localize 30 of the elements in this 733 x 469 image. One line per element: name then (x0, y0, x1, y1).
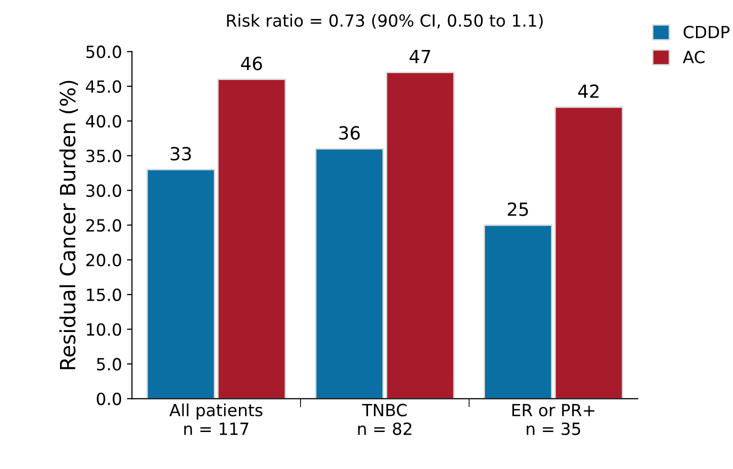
y-tick-label: 50.0 (86, 46, 122, 58)
bar (146, 168, 216, 399)
bar (217, 78, 286, 399)
y-tick-label: 5.0 (97, 358, 122, 371)
data-label: 36 (339, 126, 360, 140)
y-tick-label: 15.0 (86, 288, 122, 302)
bar (484, 224, 552, 399)
data-label: 46 (241, 56, 262, 70)
x-tick-label: TNBC n = 82 (358, 404, 412, 436)
legend-label: AC (682, 50, 705, 64)
bar (315, 148, 384, 399)
data-label: 42 (578, 84, 598, 98)
y-tick-label: 40.0 (86, 114, 122, 128)
y-tick-label: 35.0 (86, 150, 122, 162)
y-tick-label: 20.0 (86, 254, 122, 266)
bar (386, 72, 455, 399)
data-label: 33 (170, 146, 191, 161)
bar (554, 106, 624, 399)
y-axis-title: Residual Cancer Burden (%) (59, 80, 78, 370)
y-tick-label: 10.0 (86, 323, 122, 336)
y-tick-label: 25.0 (86, 219, 122, 232)
x-tick-label: ER or PR+ n = 35 (512, 404, 594, 436)
y-tick-label: 0.0 (96, 392, 122, 406)
chart-title: Risk ratio = 0.73 (90% CI, 0.50 to 1.1) (227, 14, 543, 29)
legend-label: CDDP (684, 26, 730, 38)
y-tick-label: 30.0 (86, 184, 122, 197)
y-tick-label: 45.0 (86, 80, 122, 93)
x-tick-label: All patients n = 117 (169, 404, 262, 435)
data-label: 47 (410, 50, 430, 64)
data-label: 25 (508, 202, 528, 216)
